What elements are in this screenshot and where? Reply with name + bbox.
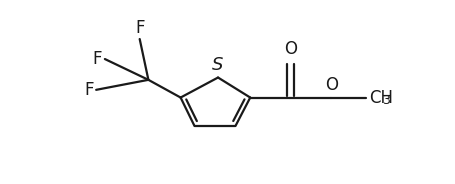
Text: CH: CH <box>369 89 393 107</box>
Text: F: F <box>92 50 102 68</box>
Text: F: F <box>135 19 144 37</box>
Text: O: O <box>283 40 296 58</box>
Text: O: O <box>324 76 337 94</box>
Text: 3: 3 <box>381 94 389 107</box>
Text: S: S <box>212 56 223 74</box>
Text: F: F <box>84 81 93 99</box>
